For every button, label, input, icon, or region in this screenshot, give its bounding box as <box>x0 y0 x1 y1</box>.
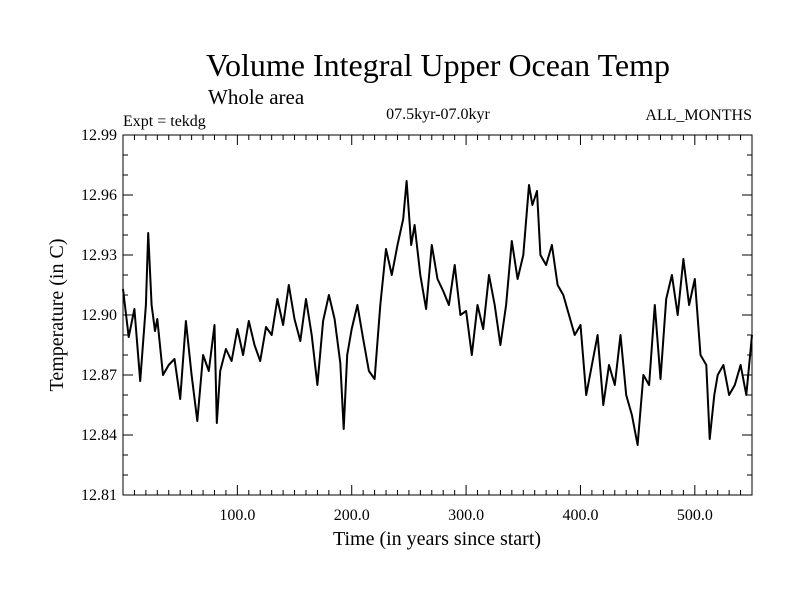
y-tick-label: 12.84 <box>81 427 117 444</box>
x-tick-label: 200.0 <box>334 507 370 524</box>
x-tick-label: 100.0 <box>219 507 255 524</box>
y-tick-label: 12.87 <box>81 367 117 384</box>
y-tick-label: 12.93 <box>81 247 117 264</box>
y-tick-label: 12.99 <box>81 127 117 144</box>
chart-title: Volume Integral Upper Ocean Temp <box>206 47 670 83</box>
temperature-series-line <box>122 180 753 446</box>
months-label: ALL_MONTHS <box>645 107 752 124</box>
x-tick-label: 400.0 <box>562 507 598 524</box>
x-tick-label: 300.0 <box>448 507 484 524</box>
x-tick-label: 500.0 <box>677 507 713 524</box>
period-label: 07.5kyr-07.0kyr <box>386 106 490 123</box>
chart-subtitle: Whole area <box>208 85 305 109</box>
plot-frame <box>122 134 753 496</box>
y-axis-label: Temperature (in C) <box>46 239 68 392</box>
y-tick-label: 12.96 <box>81 187 117 204</box>
axis-tick-labels: 100.0 200.0 300.0 400.0 500.0 12.81 12.84 12.87… <box>81 127 713 524</box>
y-tick-label: 12.81 <box>81 487 117 504</box>
experiment-label: Expt = tekdg <box>123 113 206 130</box>
x-axis-label: Time (in years since start) <box>333 528 541 550</box>
axis-ticks <box>123 134 752 496</box>
y-tick-label: 12.90 <box>81 307 117 324</box>
